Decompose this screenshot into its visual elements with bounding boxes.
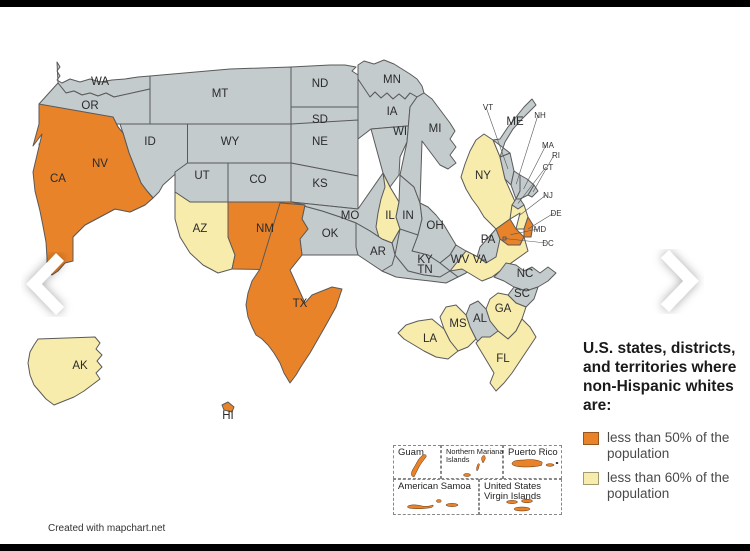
svg-text:RI: RI bbox=[552, 151, 560, 160]
svg-text:MA: MA bbox=[542, 141, 555, 150]
svg-text:ND: ND bbox=[312, 78, 329, 90]
svg-text:GA: GA bbox=[495, 303, 512, 315]
svg-text:NH: NH bbox=[534, 111, 546, 120]
svg-text:DC: DC bbox=[542, 239, 554, 248]
svg-text:CA: CA bbox=[50, 173, 66, 185]
svg-text:ID: ID bbox=[144, 136, 156, 148]
svg-text:WA: WA bbox=[91, 76, 109, 88]
svg-text:CO: CO bbox=[249, 174, 266, 186]
svg-text:NM: NM bbox=[256, 223, 274, 235]
svg-text:TN: TN bbox=[417, 264, 432, 276]
svg-text:WY: WY bbox=[221, 136, 240, 148]
svg-text:SC: SC bbox=[514, 288, 530, 300]
svg-text:MD: MD bbox=[534, 225, 547, 234]
svg-text:NJ: NJ bbox=[543, 191, 553, 200]
svg-text:CT: CT bbox=[543, 163, 554, 172]
svg-text:SD: SD bbox=[312, 114, 328, 126]
svg-text:MN: MN bbox=[383, 74, 401, 86]
svg-text:MT: MT bbox=[212, 88, 229, 100]
svg-text:TX: TX bbox=[293, 298, 308, 310]
svg-text:NE: NE bbox=[312, 136, 328, 148]
svg-text:AZ: AZ bbox=[193, 223, 208, 235]
svg-text:NV: NV bbox=[92, 158, 108, 170]
svg-text:MI: MI bbox=[429, 123, 442, 135]
svg-text:AR: AR bbox=[370, 246, 386, 258]
svg-text:NY: NY bbox=[475, 170, 491, 182]
svg-text:PA: PA bbox=[481, 234, 496, 246]
svg-text:VA: VA bbox=[473, 254, 488, 266]
svg-text:LA: LA bbox=[423, 333, 437, 345]
svg-text:AK: AK bbox=[72, 360, 88, 372]
svg-text:OH: OH bbox=[426, 220, 443, 232]
svg-text:IA: IA bbox=[387, 106, 398, 118]
svg-text:MO: MO bbox=[341, 210, 360, 222]
svg-text:KS: KS bbox=[312, 178, 328, 190]
svg-text:VT: VT bbox=[483, 103, 493, 112]
svg-text:UT: UT bbox=[194, 170, 209, 182]
svg-text:AL: AL bbox=[473, 313, 488, 325]
svg-text:HI: HI bbox=[222, 410, 234, 422]
svg-text:NC: NC bbox=[517, 268, 534, 280]
svg-text:WV: WV bbox=[451, 254, 470, 266]
svg-text:DE: DE bbox=[550, 209, 561, 218]
svg-text:ME: ME bbox=[506, 116, 524, 128]
svg-text:FL: FL bbox=[496, 353, 510, 365]
svg-text:WI: WI bbox=[393, 126, 407, 138]
svg-text:IN: IN bbox=[402, 210, 414, 222]
svg-text:MS: MS bbox=[449, 318, 467, 330]
svg-text:OK: OK bbox=[322, 228, 339, 240]
svg-text:OR: OR bbox=[81, 100, 98, 112]
svg-text:IL: IL bbox=[385, 210, 395, 222]
